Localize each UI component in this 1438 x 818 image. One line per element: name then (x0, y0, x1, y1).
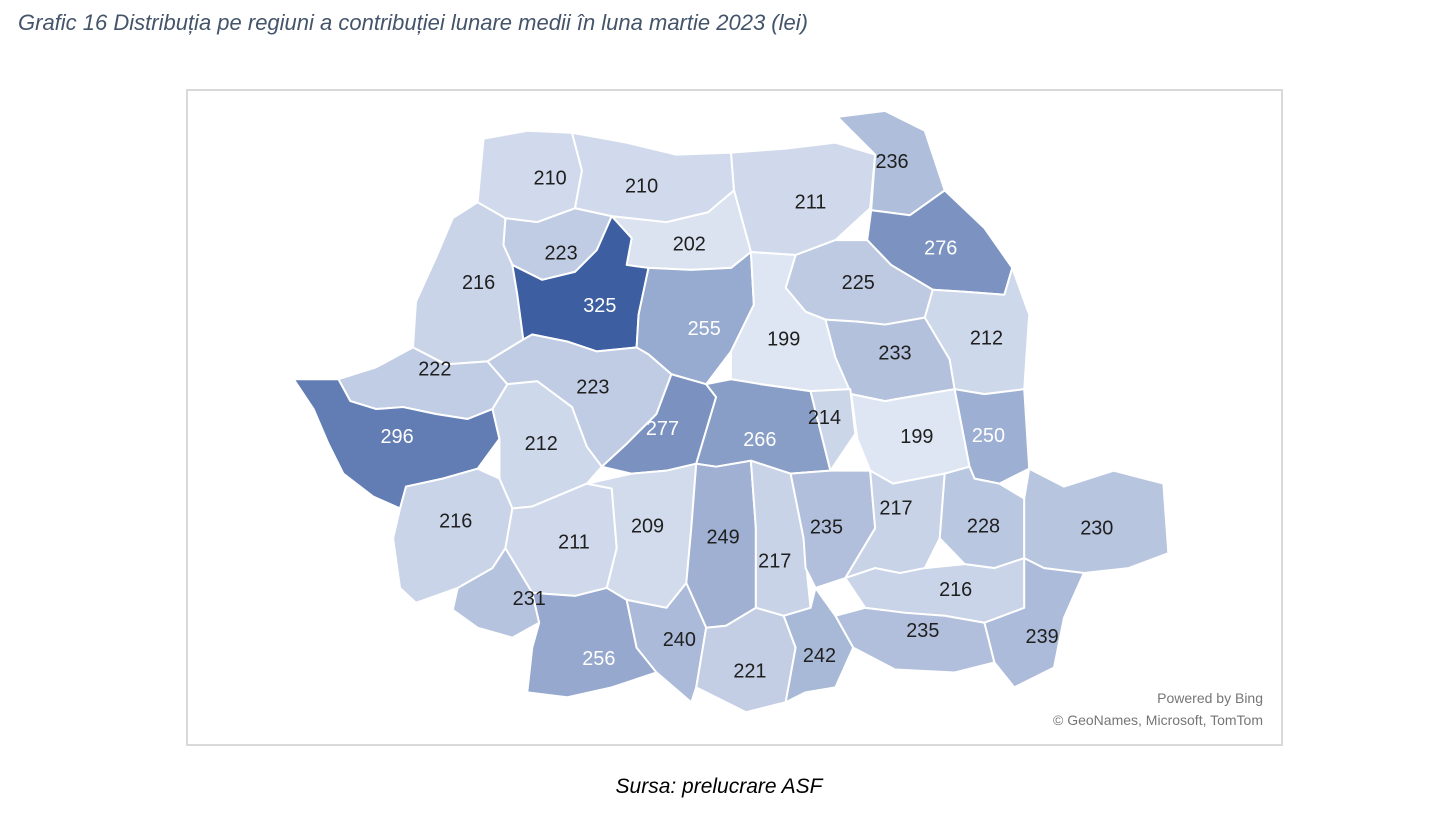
region-value-bihor: 216 (462, 272, 495, 294)
region-value-covasna: 214 (808, 407, 841, 429)
powered-by-bing: Powered by Bing (1157, 690, 1263, 706)
region-value-suceava: 211 (795, 192, 827, 214)
choropleth-map: 210 210 211 236 223 202 276 216 325 225 255 199 233 2… (292, 109, 1170, 714)
region-mures (635, 251, 755, 386)
region-dolj (526, 586, 658, 699)
region-covasna (759, 383, 857, 472)
region-vaslui (923, 266, 1031, 396)
region-value-giurgiu: 242 (803, 645, 836, 667)
region-value-prahova: 235 (810, 517, 843, 539)
region-value-constanta: 239 (1026, 626, 1059, 648)
region-value-neamt: 225 (842, 272, 875, 294)
region-value-ialomita: 216 (939, 579, 972, 601)
chart-caption: Grafic 16 Distribuția pe regiuni a contr… (18, 10, 808, 35)
region-value-hunedoara: 212 (525, 433, 558, 455)
region-value-botosani: 236 (875, 151, 908, 173)
region-value-arges: 249 (706, 527, 739, 549)
region-value-galati: 250 (972, 425, 1005, 447)
region-value-gorj: 211 (558, 531, 590, 553)
region-value-salaj: 223 (544, 242, 577, 264)
map-copyright: © GeoNames, Microsoft, TomTom (1053, 712, 1263, 728)
region-value-bacau: 233 (878, 343, 911, 365)
region-value-mehedinti: 231 (513, 588, 546, 610)
region-value-dolj: 256 (582, 648, 615, 670)
region-constanta (983, 557, 1085, 689)
region-value-tulcea: 230 (1080, 518, 1113, 540)
region-value-vrancea: 199 (900, 426, 933, 448)
region-value-satu-mare: 210 (534, 168, 567, 190)
region-value-sibiu: 277 (646, 418, 679, 440)
region-value-teleorman: 221 (733, 661, 766, 683)
region-value-maramures: 210 (625, 176, 658, 198)
region-value-buzau: 217 (879, 498, 912, 520)
region-value-arad: 222 (418, 359, 451, 381)
region-value-harghita: 199 (767, 329, 800, 351)
region-value-dambovita: 217 (758, 550, 791, 572)
region-value-mures: 255 (688, 318, 721, 340)
region-value-alba: 223 (576, 376, 609, 398)
region-value-valcea: 209 (631, 516, 664, 538)
region-value-calarasi: 235 (906, 620, 939, 642)
region-value-brasov: 266 (743, 429, 776, 451)
region-value-vaslui: 212 (970, 328, 1003, 350)
region-value-cluj: 325 (583, 295, 616, 317)
region-value-braila: 228 (967, 516, 1000, 538)
region-value-iasi: 276 (924, 237, 957, 259)
region-value-caras-severin: 216 (439, 511, 472, 533)
region-value-bistrita-nasaud: 202 (673, 233, 706, 255)
source-note: Sursa: prelucrare ASF (615, 775, 823, 798)
region-value-timis: 296 (380, 426, 413, 448)
region-giurgiu (782, 586, 855, 704)
region-value-olt: 240 (663, 629, 696, 651)
map-frame: 210 210 211 236 223 202 276 216 325 225 255 199 233 2… (186, 89, 1283, 746)
region-hunedoara (491, 380, 603, 510)
